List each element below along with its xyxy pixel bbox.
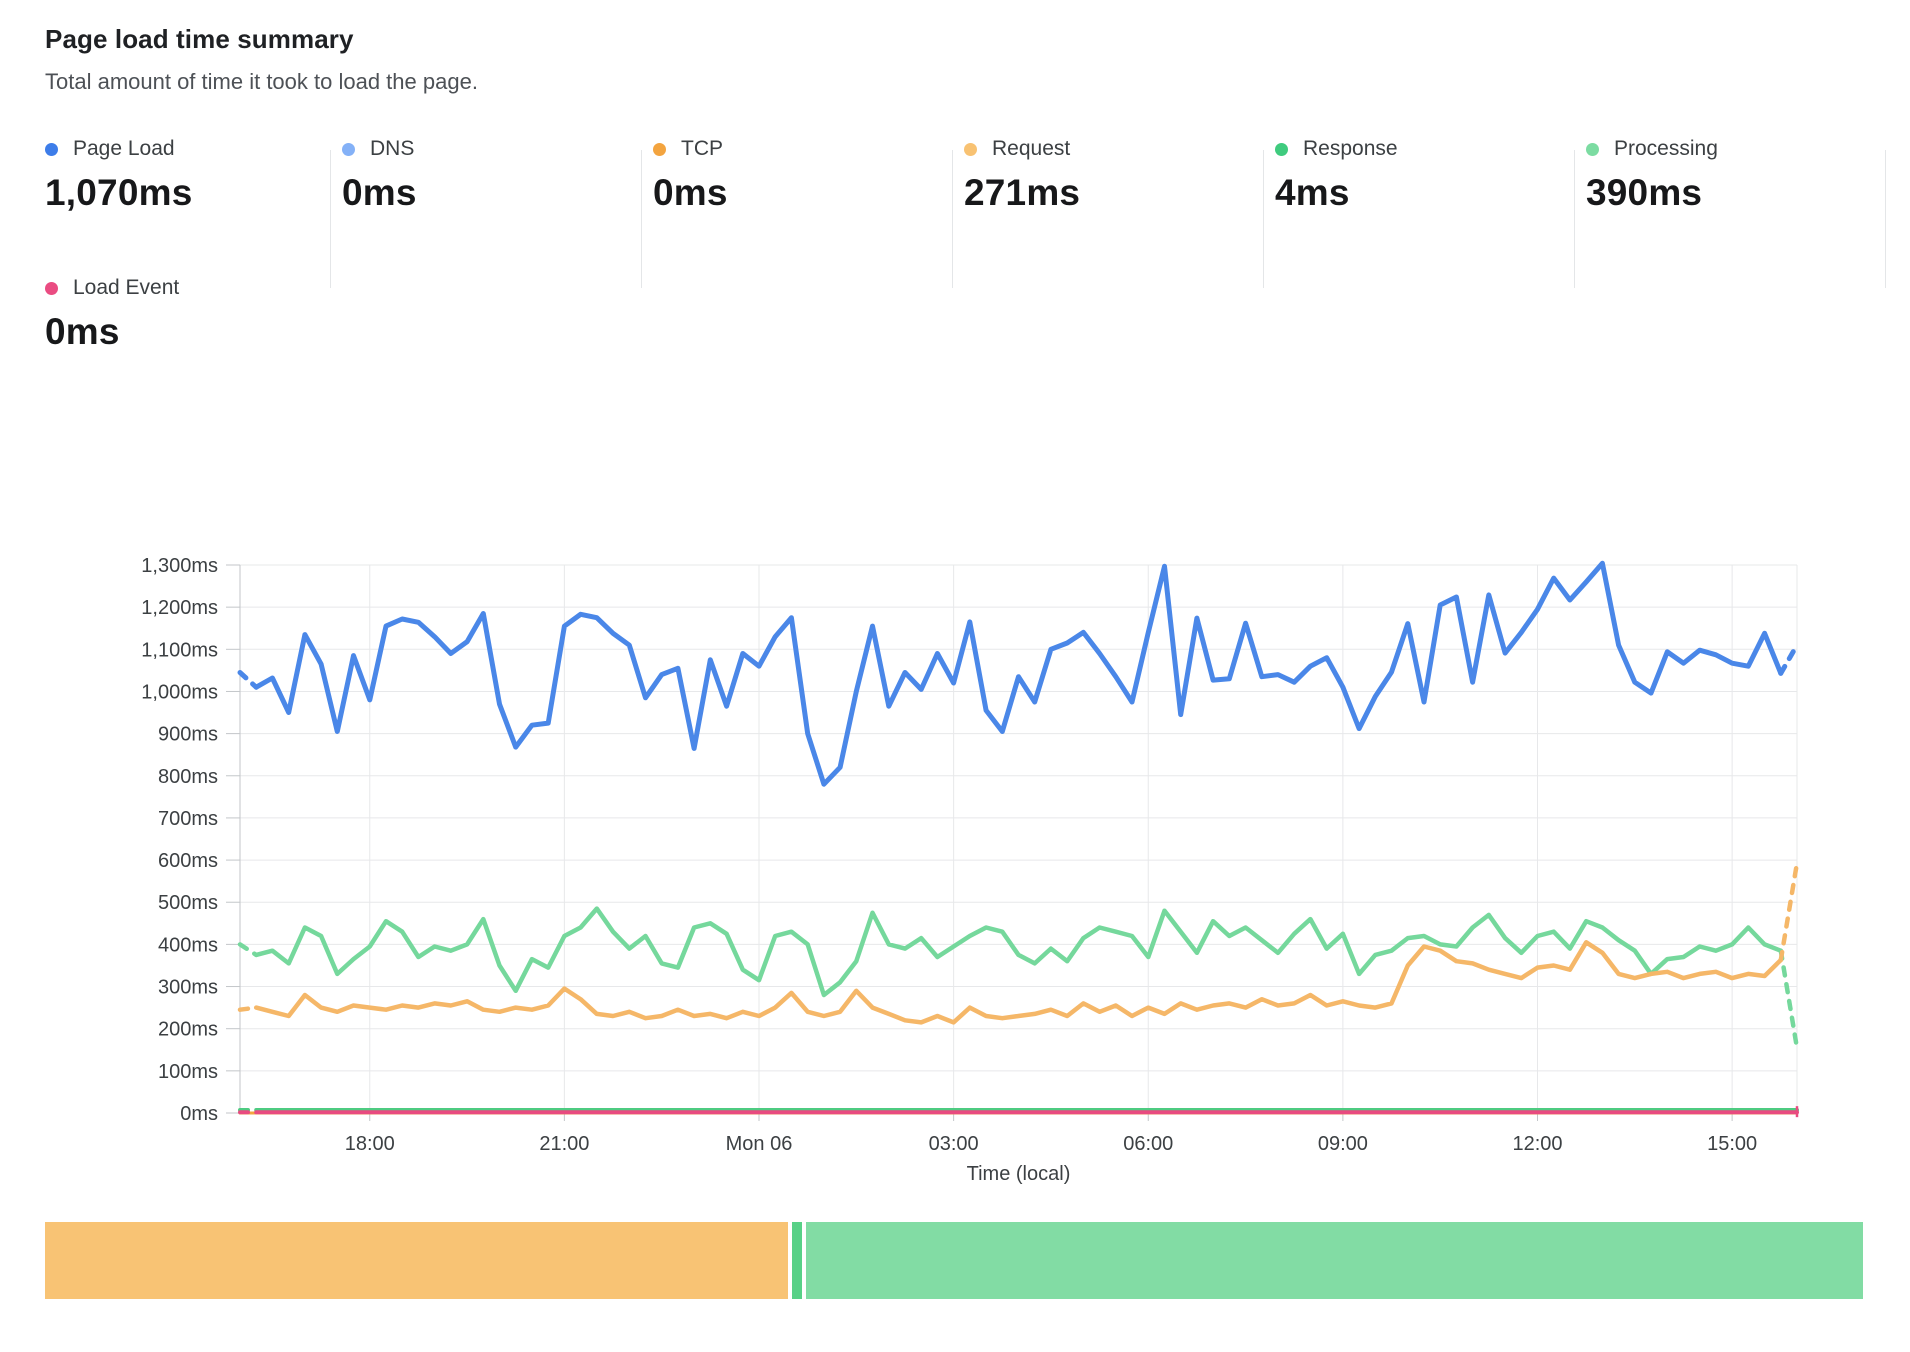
chart-plot-area[interactable]	[240, 565, 1797, 1113]
metric-card[interactable]: Load Event 0ms	[45, 276, 330, 353]
page-title: Page load time summary	[45, 24, 354, 54]
range-bar-segment-marker-span[interactable]	[791, 1222, 802, 1299]
legend-dot-icon	[45, 281, 58, 295]
metric-value: 4ms	[1275, 172, 1350, 213]
y-tick-label: 200ms	[158, 1019, 218, 1041]
range-bar-segment-request-span[interactable]	[45, 1222, 789, 1299]
metric-head: Load Event	[45, 276, 330, 300]
x-tick-label: Mon 06	[726, 1133, 793, 1155]
series-processing-line	[253, 906, 1784, 998]
legend-dot-icon	[342, 142, 355, 156]
metric-head: Page Load	[45, 137, 330, 161]
y-tick-label: 100ms	[158, 1061, 218, 1083]
y-tick-label: 600ms	[158, 850, 218, 872]
series-request-line	[253, 940, 1784, 1025]
metric-label: Request	[992, 137, 1071, 160]
metric-value: 0ms	[45, 311, 120, 352]
legend-dot-icon	[1275, 142, 1288, 156]
metric-divider	[952, 150, 953, 288]
series-request-dashed	[1778, 860, 1800, 963]
series-page-load-line	[253, 560, 1784, 787]
legend-dot-icon	[653, 142, 666, 156]
range-bar-segment-gap	[801, 1222, 807, 1299]
metric-value: 390ms	[1586, 172, 1703, 213]
metric-card[interactable]: Request 271ms	[964, 137, 1249, 214]
metric-card[interactable]: Page Load 1,070ms	[45, 137, 330, 214]
y-tick-label: 700ms	[158, 808, 218, 830]
y-tick-label: 800ms	[158, 766, 218, 788]
series-request-dashed	[237, 1005, 259, 1012]
page-subtitle: Total amount of time it took to load the…	[45, 69, 478, 95]
metric-divider	[641, 150, 642, 288]
range-bar-segment-gap	[788, 1222, 792, 1299]
series-page-load-dashed	[1778, 642, 1800, 676]
metric-head: Response	[1275, 137, 1560, 161]
metric-head: Processing	[1586, 137, 1871, 161]
panel-header: Page load time summary Total amount of t…	[45, 24, 478, 95]
legend-dot-icon	[1586, 142, 1599, 156]
y-tick-label: 900ms	[158, 724, 218, 746]
y-tick-label: 400ms	[158, 934, 218, 956]
y-tick-label: 1,200ms	[141, 597, 218, 619]
y-tick-label: 500ms	[158, 892, 218, 914]
metric-label: Response	[1303, 137, 1398, 160]
y-tick-label: 300ms	[158, 977, 218, 999]
metric-label: TCP	[681, 137, 723, 160]
x-axis-title: Time (local)	[967, 1163, 1071, 1185]
metric-divider	[1574, 150, 1575, 288]
metric-value: 0ms	[342, 172, 417, 213]
metric-label: Page Load	[73, 137, 175, 160]
x-tick-label: 03:00	[929, 1133, 979, 1155]
metric-card[interactable]: TCP 0ms	[653, 137, 938, 214]
metric-head: DNS	[342, 137, 627, 161]
x-tick-label: 21:00	[539, 1133, 589, 1155]
metric-value: 0ms	[653, 172, 728, 213]
series-processing-dashed	[1778, 948, 1800, 1051]
metric-divider	[1885, 150, 1886, 288]
metric-value: 271ms	[964, 172, 1081, 213]
legend-dot-icon	[964, 142, 977, 156]
metric-label: Load Event	[73, 276, 180, 299]
metric-card[interactable]: Processing 390ms	[1586, 137, 1871, 214]
series-page-load-dashed	[237, 670, 259, 690]
metric-card[interactable]: DNS 0ms	[342, 137, 627, 214]
x-tick-label: 09:00	[1318, 1133, 1368, 1155]
x-tick-label: 12:00	[1512, 1133, 1562, 1155]
y-tick-label: 1,100ms	[141, 639, 218, 661]
metric-value: 1,070ms	[45, 172, 193, 213]
y-tick-label: 0ms	[180, 1103, 218, 1125]
series-processing-dashed	[237, 942, 259, 958]
metric-card[interactable]: Response 4ms	[1275, 137, 1560, 214]
metric-divider	[330, 150, 331, 288]
y-tick-label: 1,300ms	[141, 555, 218, 577]
metric-head: Request	[964, 137, 1249, 161]
range-bar-segment-processing-span[interactable]	[806, 1222, 1863, 1299]
metric-label: DNS	[370, 137, 415, 160]
legend-dot-icon	[45, 142, 58, 156]
metric-head: TCP	[653, 137, 938, 161]
x-tick-label: 18:00	[345, 1133, 395, 1155]
metric-divider	[1263, 150, 1264, 288]
time-range-bar[interactable]	[45, 1222, 1863, 1299]
x-tick-label: 06:00	[1123, 1133, 1173, 1155]
x-tick-label: 15:00	[1707, 1133, 1757, 1155]
metric-label: Processing	[1614, 137, 1718, 160]
y-tick-label: 1,000ms	[141, 681, 218, 703]
